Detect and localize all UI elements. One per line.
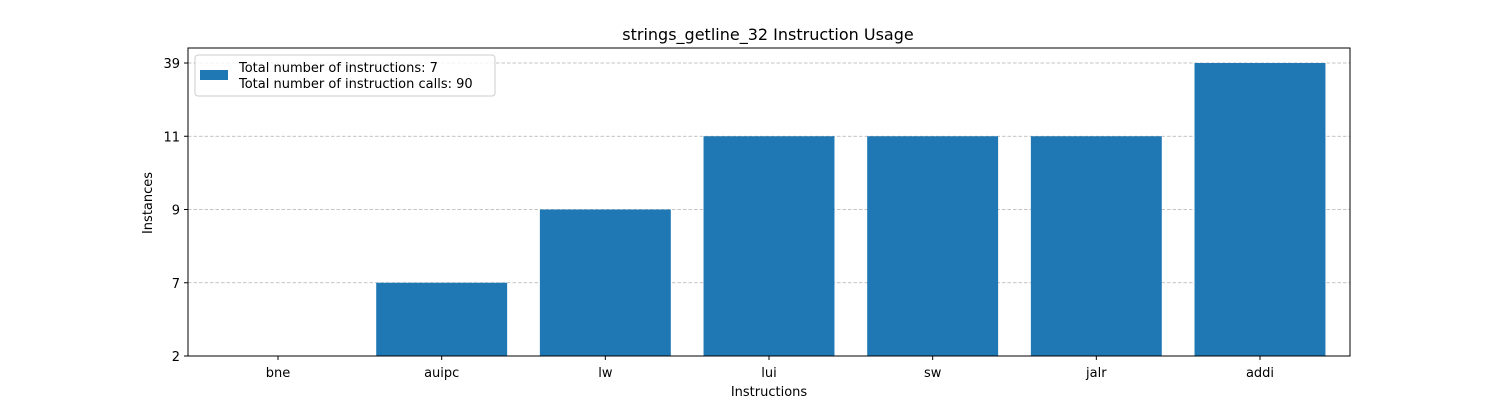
legend-swatch	[200, 70, 228, 80]
x-tick-label-auipc: auipc	[424, 366, 459, 381]
y-tick-label: 9	[172, 204, 180, 219]
x-tick-label-sw: sw	[924, 366, 942, 381]
x-axis-ticks: bne auipc lw lui sw jalr addi	[266, 356, 1274, 381]
x-axis-label: Instructions	[731, 385, 808, 400]
chart-title: strings_getline_32 Instruction Usage	[622, 25, 913, 45]
legend: Total number of instructions: 7 Total nu…	[194, 54, 496, 97]
y-axis-label: Instances	[141, 172, 156, 234]
x-tick-label-jalr: jalr	[1085, 366, 1107, 381]
legend-box	[194, 54, 496, 97]
y-tick-label: 7	[172, 277, 180, 292]
bar-jalr	[1030, 136, 1162, 356]
y-axis-ticks: 2 7 9 11 39	[163, 57, 188, 365]
y-tick-label: 11	[163, 130, 180, 145]
bar-auipc	[376, 282, 508, 356]
x-tick-label-bne: bne	[266, 366, 291, 381]
bar-sw	[867, 136, 999, 356]
bar-lw	[539, 209, 671, 356]
x-tick-label-addi: addi	[1246, 366, 1274, 381]
x-tick-label-lui: lui	[761, 366, 776, 381]
legend-line-instructions: Total number of instructions: 7	[238, 61, 438, 76]
x-tick-label-lw: lw	[598, 366, 613, 381]
bar-addi	[1194, 63, 1326, 356]
legend-line-instruction-calls: Total number of instruction calls: 90	[238, 77, 473, 92]
bar-lui	[703, 136, 835, 356]
y-tick-label: 39	[163, 57, 180, 72]
y-tick-label: 2	[172, 350, 180, 365]
bars	[376, 63, 1326, 356]
